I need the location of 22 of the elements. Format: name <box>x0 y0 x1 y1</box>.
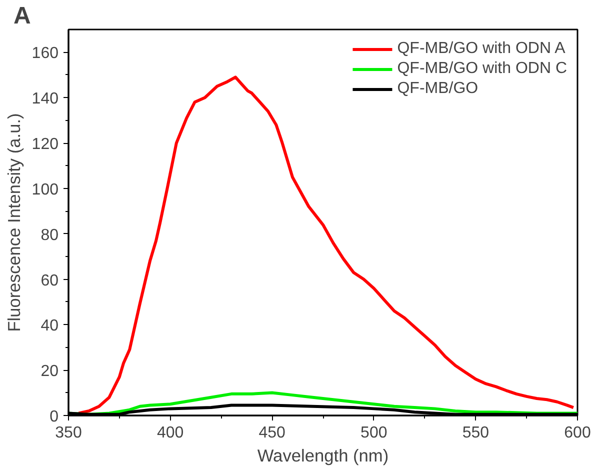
y-tick-label: 80 <box>40 226 59 244</box>
text: A <box>14 2 31 30</box>
legend-label: QF-MB/GO with ODN C <box>397 60 567 78</box>
y-tick-label: 100 <box>32 181 59 198</box>
y-tick-label: 20 <box>40 363 59 380</box>
y-tick-label: 140 <box>32 90 59 108</box>
legend-label: QF-MB/GO with ODN A <box>397 40 566 58</box>
x-tick-label: 450 <box>258 424 286 442</box>
x-tick-label: 600 <box>564 424 591 442</box>
x-tick-label: 350 <box>55 424 82 442</box>
y-tick-label: 160 <box>32 45 59 62</box>
y-tick-label: 0 <box>50 408 59 426</box>
x-tick-label: 500 <box>360 424 388 442</box>
y-tick-label: 120 <box>32 136 59 154</box>
legend-label: QF-MB/GO <box>397 80 478 98</box>
x-tick-label: 550 <box>462 424 490 442</box>
y-tick-label: 60 <box>40 272 59 290</box>
line-series <box>77 76 575 415</box>
x-tick-label: 400 <box>156 424 184 442</box>
x-axis-title: Wavelength (nm) <box>257 446 389 466</box>
y-axis-title: Fluorescence Intensity (a.u.) <box>4 113 24 332</box>
y-tick-label: 40 <box>40 318 59 335</box>
